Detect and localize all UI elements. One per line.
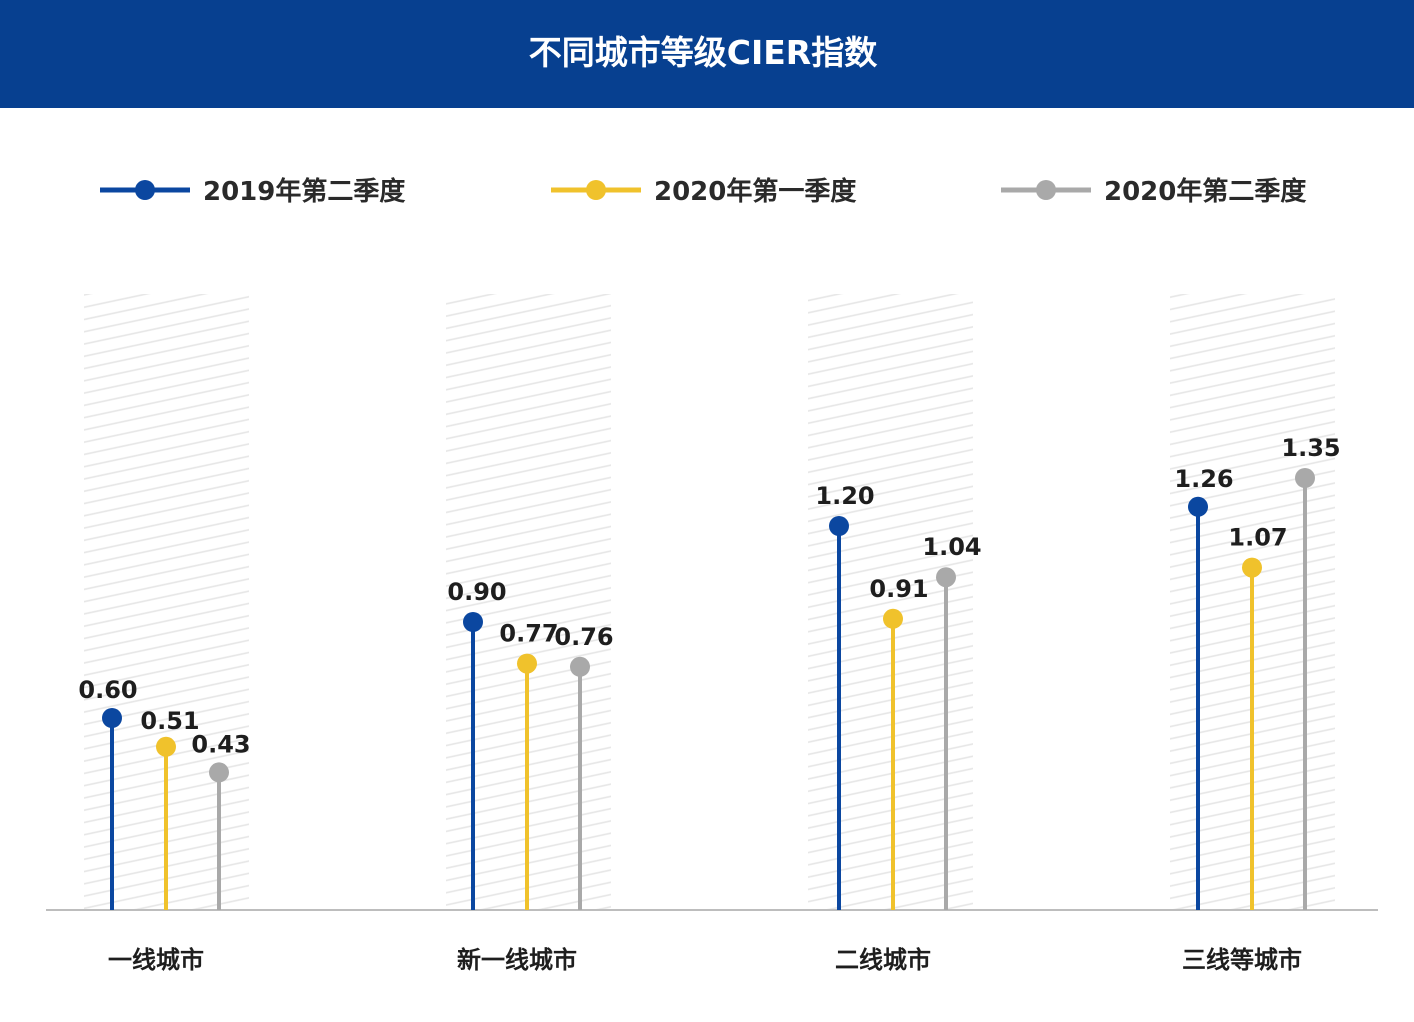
data-point-s2-3 — [883, 608, 903, 629]
data-point-s1-1 — [102, 708, 122, 728]
value-label-s1-4: 1.26 — [1174, 465, 1233, 493]
data-point-s2-4 — [1242, 557, 1262, 578]
data-point-s3-1 — [209, 762, 229, 783]
value-label-s2-1: 0.51 — [140, 707, 199, 735]
chart-header: 不同城市等级CIER指数 — [0, 0, 1414, 108]
chart-title: 不同城市等级CIER指数 — [528, 33, 878, 72]
value-label-s1-1: 0.60 — [78, 676, 137, 704]
lollipop-stems — [110, 478, 1307, 910]
data-point-s2-2 — [517, 653, 537, 674]
value-label-s1-2: 0.90 — [447, 578, 506, 606]
category-label-3: 二线城市 — [835, 946, 931, 974]
data-point-s1-3 — [829, 516, 849, 536]
legend: 2019年第二季度 2020年第一季度 2020年第二季度 — [100, 176, 1306, 207]
data-point-s1-4 — [1188, 496, 1208, 517]
value-labels: 0.60 0.90 1.20 1.26 0.51 0.77 0.91 1.07 0.43 0.76… — [78, 434, 1340, 758]
legend-marker-2 — [586, 180, 606, 200]
legend-marker-3 — [1036, 180, 1056, 200]
value-label-s2-3: 0.91 — [869, 575, 928, 603]
value-label-s2-2: 0.77 — [499, 620, 558, 648]
data-point-s2-1 — [156, 736, 176, 757]
data-point-s3-3 — [936, 567, 956, 588]
value-label-s3-4: 1.35 — [1281, 434, 1340, 462]
legend-marker-1 — [135, 180, 155, 200]
legend-label-3: 2020年第二季度 — [1104, 176, 1306, 207]
background-hatch-group — [84, 294, 1335, 910]
value-label-s3-1: 0.43 — [191, 730, 250, 758]
value-label-s1-3: 1.20 — [815, 482, 874, 510]
value-label-s3-2: 0.76 — [554, 623, 613, 651]
data-point-s1-2 — [463, 612, 483, 632]
data-point-s3-2 — [570, 656, 590, 677]
value-label-s2-4: 1.07 — [1228, 524, 1287, 552]
category-labels: 一线城市 新一线城市 二线城市 三线等城市 — [108, 946, 1302, 974]
legend-label-2: 2020年第一季度 — [654, 176, 856, 207]
lollipop-points — [102, 468, 1315, 783]
value-label-s3-3: 1.04 — [922, 533, 981, 561]
category-label-1: 一线城市 — [108, 946, 204, 974]
category-label-4: 三线等城市 — [1182, 946, 1302, 974]
category-label-2: 新一线城市 — [457, 946, 577, 974]
legend-label-1: 2019年第二季度 — [203, 176, 405, 207]
data-point-s3-4 — [1295, 468, 1315, 488]
